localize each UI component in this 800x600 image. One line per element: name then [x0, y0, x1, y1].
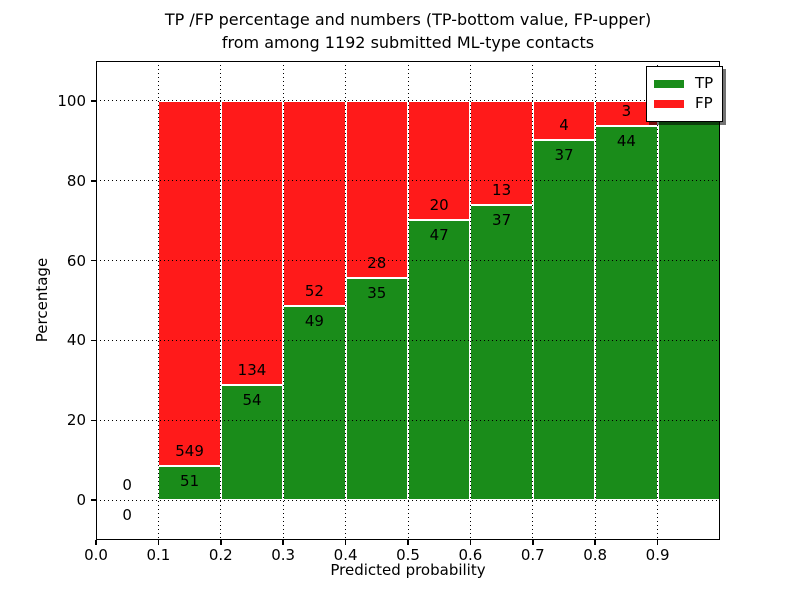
- tp-count-label: 47: [429, 226, 449, 245]
- y-tick-label: 60: [66, 251, 86, 270]
- tp-legend-swatch: [654, 79, 684, 88]
- x-tick-label: 0.4: [333, 546, 358, 564]
- legend-item: FP: [654, 95, 713, 112]
- fp-count-label: 13: [492, 180, 512, 199]
- x-tick-mark: [656, 540, 659, 545]
- y-tick-label: 40: [66, 331, 86, 350]
- fp-count-label: 549: [175, 442, 204, 461]
- chart-title: TP /FP percentage and numbers (TP-bottom…: [100, 8, 716, 54]
- x-tick-mark: [532, 540, 534, 545]
- bar-segment-tp: [532, 139, 596, 501]
- v-gridline: [594, 61, 596, 540]
- fp-legend-swatch: [654, 99, 684, 108]
- x-tick-label: 0.8: [583, 546, 608, 564]
- v-gridline: [157, 61, 159, 540]
- y-tick-mark: [91, 419, 96, 421]
- fp-count-label: 20: [429, 196, 449, 215]
- bar-segment-tp: [345, 278, 408, 501]
- legend-label-tp: TP: [695, 74, 714, 92]
- legend: TP FP: [646, 66, 724, 122]
- v-gridline: [220, 61, 222, 540]
- tp-count-label: 51: [180, 472, 200, 491]
- tp-count-label: 54: [242, 391, 262, 410]
- bar-segment-fp: [158, 100, 221, 467]
- tp-count-label: 44: [616, 132, 636, 151]
- v-gridline: [345, 61, 347, 540]
- bar-segment-tp: [408, 220, 471, 501]
- x-tick-mark: [95, 540, 97, 545]
- bar-segment-tp: [158, 466, 221, 501]
- x-tick-mark: [469, 540, 472, 545]
- x-tick-mark: [407, 540, 409, 545]
- x-tick-mark: [282, 540, 284, 545]
- y-tick-mark: [91, 259, 96, 262]
- y-tick-mark: [91, 100, 96, 102]
- legend-label-fp: FP: [695, 94, 713, 112]
- bar-segment-fp: [220, 100, 284, 386]
- bar-segment-fp: [283, 100, 346, 307]
- v-gridline: [657, 61, 659, 540]
- x-tick-label: 0.0: [84, 546, 108, 564]
- y-tick-mark: [91, 499, 96, 501]
- v-gridline: [407, 61, 409, 540]
- fp-count-label: 0: [122, 476, 132, 495]
- tp-count-label: 37: [554, 145, 574, 164]
- v-gridline: [469, 61, 471, 540]
- fp-count-label: 4: [559, 115, 569, 134]
- fp-count-label: 134: [237, 361, 267, 380]
- tp-count-label: 35: [367, 284, 387, 303]
- bar-segment-tp: [220, 385, 284, 501]
- legend-item: TP: [654, 75, 713, 92]
- x-tick-label: 0.6: [458, 546, 483, 564]
- bar-segment-tp: [470, 204, 533, 501]
- y-tick-label: 100: [57, 91, 86, 110]
- x-tick-label: 0.7: [520, 546, 545, 564]
- fp-count-label: 28: [367, 254, 387, 273]
- x-tick-label: 0.2: [208, 546, 233, 564]
- x-tick-mark: [344, 540, 347, 545]
- bar-segment-tp: [595, 126, 658, 501]
- fp-count-label: 3: [621, 102, 632, 121]
- chart-title-line1: TP /FP percentage and numbers (TP-bottom…: [164, 10, 652, 29]
- y-tick-mark: [91, 339, 96, 342]
- v-gridline: [532, 61, 534, 540]
- y-tick-label: 80: [66, 171, 86, 190]
- y-tick-label: 0: [76, 491, 86, 510]
- bar-segment-fp: [408, 100, 471, 221]
- bar-segment-fp: [345, 100, 408, 279]
- x-tick-mark: [220, 540, 222, 545]
- chart-title-line2: from among 1192 submitted ML-type contac…: [221, 33, 595, 52]
- y-tick-label: 20: [66, 411, 86, 430]
- x-tick-label: 0.5: [396, 546, 420, 564]
- x-tick-label: 0.3: [271, 546, 296, 564]
- x-axis-label: Predicted probability: [330, 561, 486, 579]
- tp-count-label: 49: [304, 312, 324, 331]
- bar-segment-tp: [657, 100, 720, 501]
- tp-count-label: 37: [492, 210, 512, 229]
- v-gridline: [282, 61, 284, 540]
- tp-count-label: 0: [122, 506, 132, 525]
- x-tick-label: 0.1: [146, 546, 171, 564]
- y-tick-mark: [91, 180, 96, 182]
- x-tick-mark: [594, 540, 596, 545]
- x-tick-label: 0.9: [645, 546, 670, 564]
- y-axis-label: Percentage: [33, 257, 51, 343]
- x-tick-mark: [157, 540, 160, 545]
- fp-count-label: 52: [304, 282, 324, 301]
- bar-segment-tp: [283, 306, 346, 501]
